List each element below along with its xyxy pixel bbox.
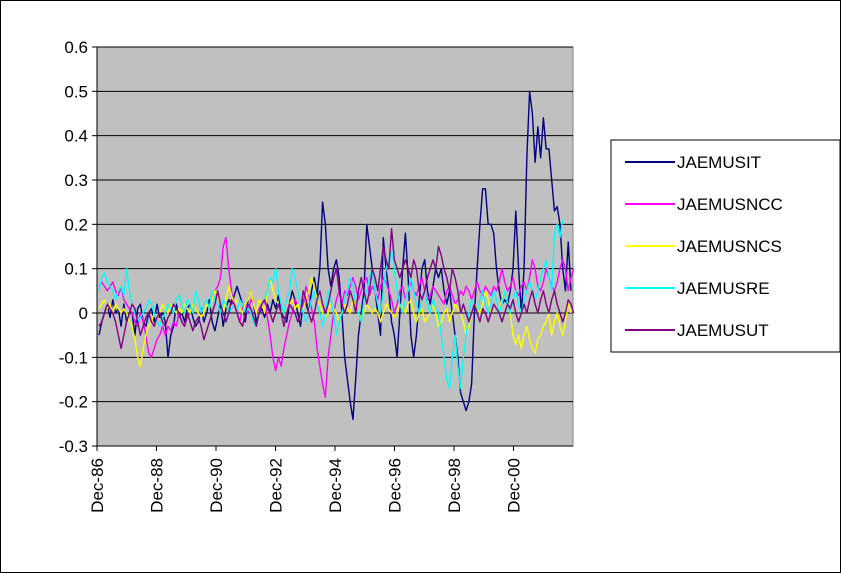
x-tick-label: Dec-90	[207, 458, 226, 513]
series-layer	[98, 90, 575, 421]
legend-label: JAEMUSNCC	[677, 195, 783, 214]
series-line-jaemusut	[98, 228, 575, 350]
x-tick-label: Dec-92	[267, 458, 286, 513]
y-tick-label: 0.6	[64, 38, 88, 57]
series-line-jaemusncc	[98, 236, 575, 398]
y-tick-label: -0.3	[59, 437, 88, 456]
x-tick-label: Dec-94	[326, 458, 345, 513]
y-axis-labels: 0.6 0.5 0.4 0.3 0.2 0.1 0 -0.1 -0.2 -0.3	[59, 38, 88, 456]
y-tick-label: -0.1	[59, 348, 88, 367]
legend: JAEMUSIT JAEMUSNCC JAEMUSNCS JAEMUSRE JAEMUS…	[610, 139, 841, 353]
y-tick-label: 0.1	[64, 260, 88, 279]
legend-label: JAEMUSNCS	[677, 237, 782, 256]
y-tick-label: 0.3	[64, 171, 88, 190]
y-tick-label: -0.2	[59, 393, 88, 412]
x-tick-label: Dec-96	[386, 458, 405, 513]
x-tick-label: Dec-86	[88, 458, 107, 513]
x-axis-labels: Dec-86 Dec-88 Dec-90 Dec-92 Dec-94 Dec-96 Dec-…	[88, 446, 524, 513]
y-tick-label: 0.5	[64, 82, 88, 101]
plot-area	[96, 46, 574, 447]
x-tick-label: Dec-98	[445, 458, 464, 513]
y-tick-label: 0	[79, 304, 88, 323]
y-tick-label: 0.2	[64, 215, 88, 234]
legend-label: JAEMUSIT	[677, 153, 761, 172]
x-tick-label: Dec-00	[505, 458, 524, 513]
series-line-jaemusre	[98, 219, 564, 390]
y-tick-label: 0.4	[64, 127, 88, 146]
legend-label: JAEMUSRE	[677, 279, 770, 298]
legend-label: JAEMUSUT	[677, 321, 769, 340]
x-tick-label: Dec-88	[148, 458, 167, 513]
